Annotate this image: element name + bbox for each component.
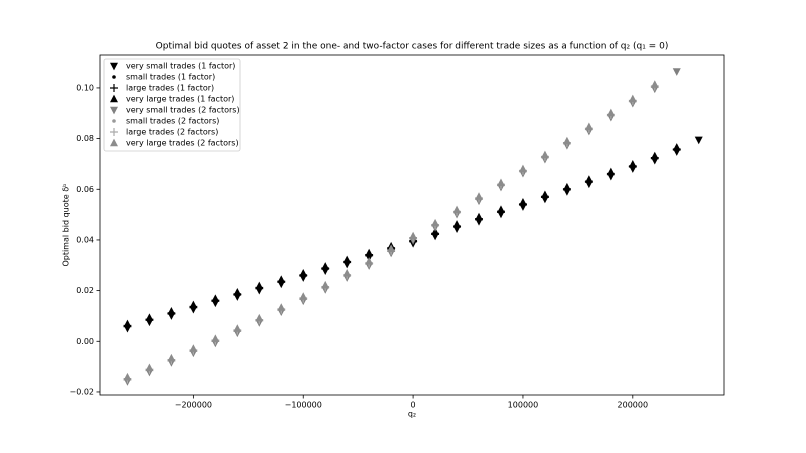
legend-label: very small trades (2 factors): [126, 106, 240, 115]
plot-frame: [99, 54, 725, 396]
legend-marker: [112, 75, 116, 79]
legend-marker: [110, 128, 118, 136]
data-point: [211, 294, 220, 302]
data-point: [540, 150, 549, 159]
data-point: [562, 182, 571, 191]
y-tick-label: −0.02: [69, 387, 94, 396]
y-tick-label: 0.08: [76, 134, 94, 143]
data-point: [475, 212, 484, 221]
y-tick-label: 0.02: [76, 286, 94, 295]
data-point: [606, 167, 615, 176]
data-point: [672, 143, 681, 151]
data-point: [145, 313, 154, 321]
legend-label: very large trades (1 factor): [126, 95, 234, 104]
legend-marker: [110, 138, 118, 147]
data-point: [540, 190, 549, 199]
data-point: [233, 287, 242, 296]
data-point: [694, 136, 703, 145]
y-tick-label: 0.00: [76, 337, 94, 346]
x-tick-label: 100000: [508, 401, 539, 410]
data-point: [409, 231, 418, 240]
data-point: [584, 122, 593, 131]
data-point: [606, 108, 615, 117]
x-tick-label: −200000: [175, 401, 212, 410]
legend-marker: [110, 84, 118, 92]
legend-marker: [112, 119, 116, 123]
data-point: [431, 218, 440, 227]
data-point: [387, 244, 396, 253]
x-tick-label: 0: [411, 401, 416, 410]
legend-marker: [110, 106, 118, 115]
data-point: [562, 136, 571, 145]
data-point: [496, 205, 505, 213]
data-point: [277, 303, 286, 311]
data-point: [628, 160, 637, 168]
data-point: [233, 324, 242, 332]
x-axis-label: q₂: [408, 410, 416, 419]
data-point: [211, 334, 220, 342]
data-point: [650, 80, 659, 88]
legend-box: [103, 58, 241, 152]
data-point: [299, 292, 308, 300]
data-point: [475, 192, 484, 200]
legend-marker: [110, 62, 118, 71]
data-point: [321, 280, 330, 289]
data-point: [123, 319, 132, 328]
data-point: [365, 248, 374, 257]
legend-label: very large trades (2 factors): [126, 139, 239, 148]
data-point: [365, 257, 374, 265]
data-point: [584, 175, 593, 183]
series: [123, 80, 659, 381]
legend-label: small trades (1 factor): [126, 73, 215, 82]
y-tick-label: 0.06: [76, 185, 94, 194]
data-point: [123, 372, 132, 381]
y-tick-label: 0.10: [76, 83, 94, 92]
legend-label: very small trades (1 factor): [126, 62, 235, 71]
data-point: [343, 255, 352, 264]
data-point: [255, 281, 264, 290]
data-point: [453, 220, 462, 228]
data-point: [145, 363, 154, 372]
data-point: [167, 306, 176, 315]
data-point: [518, 198, 527, 206]
data-point: [189, 300, 198, 309]
data-point: [628, 94, 637, 103]
y-tick-label: 0.04: [76, 235, 94, 244]
legend-label: large trades (1 factor): [126, 84, 214, 93]
legend: very small trades (1 factor) small trades…: [103, 58, 241, 152]
data-point: [167, 353, 176, 362]
data-point: [343, 268, 352, 277]
x-tick-label: −100000: [285, 401, 322, 410]
data-point: [453, 205, 462, 214]
data-point: [255, 313, 264, 322]
legend-label: large trades (2 factors): [126, 128, 218, 137]
x-tick-label: 200000: [618, 401, 649, 410]
data-point: [496, 178, 505, 187]
legend-label: small trades (2 factors): [126, 117, 219, 126]
data-point: [518, 164, 527, 173]
data-point: [650, 151, 659, 160]
chart-title: Optimal bid quotes of asset 2 in the one…: [156, 42, 669, 52]
data-point: [672, 68, 681, 76]
data-point: [277, 275, 286, 283]
y-axis-label: Optimal bid quote δᵇ: [62, 183, 71, 266]
data-point: [299, 268, 308, 277]
data-point: [321, 262, 330, 270]
data-point: [189, 344, 198, 352]
legend-marker: [110, 94, 118, 103]
